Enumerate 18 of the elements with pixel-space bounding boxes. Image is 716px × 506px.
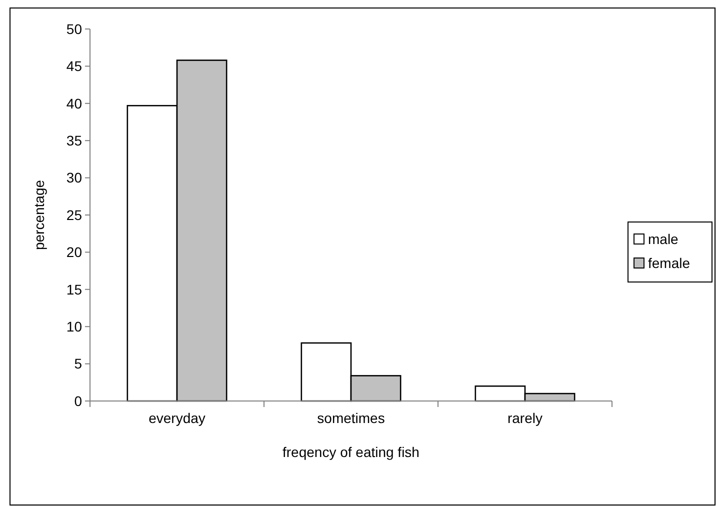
- y-tick-label: 15: [66, 281, 82, 298]
- legend-label: female: [648, 254, 690, 271]
- legend-label: male: [648, 230, 679, 247]
- y-tick-label: 10: [66, 318, 82, 334]
- y-tick-label: 30: [66, 170, 82, 186]
- y-tick-label: 5: [74, 356, 82, 372]
- y-tick-label: 0: [74, 392, 82, 409]
- y-tick-label: 35: [66, 132, 82, 148]
- y-tick-label: 20: [66, 244, 82, 260]
- y-axis-title: percentage: [31, 180, 47, 250]
- x-tick-label: sometimes: [317, 410, 385, 426]
- x-axis-title: freqency of eating fish: [282, 444, 420, 460]
- x-tick-label: rarely: [507, 410, 543, 426]
- y-tick-label: 40: [66, 95, 82, 112]
- y-tick-label: 25: [66, 206, 82, 223]
- x-tick-label: everyday: [148, 410, 206, 426]
- y-tick-label: 50: [66, 20, 82, 37]
- y-tick-label: 45: [66, 58, 82, 74]
